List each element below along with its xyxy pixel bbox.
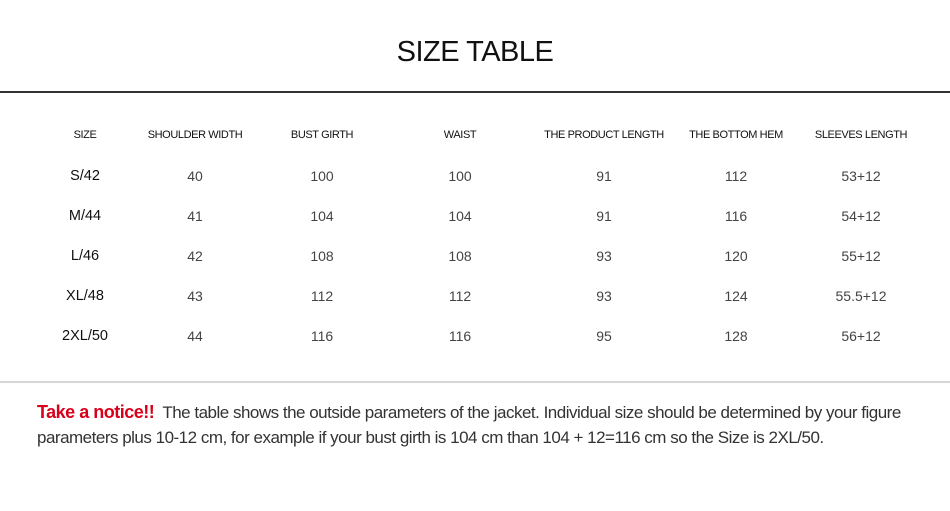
notice-text: The table shows the outside parameters o… [37, 403, 901, 447]
table-cell: 116 [724, 208, 748, 224]
table-cell: 100 [310, 168, 334, 184]
table-cell: 104 [310, 208, 334, 224]
size-label: M/44 [68, 208, 102, 224]
table-cell: 93 [596, 248, 612, 264]
table-cell: 100 [448, 168, 472, 184]
notice-label: Take a notice!! [37, 402, 155, 422]
table-cell: 44 [187, 328, 203, 344]
notice: Take a notice!! The table shows the outs… [37, 400, 947, 450]
column-header: SHOULDER WIDTH [147, 129, 243, 141]
size-label: XL/48 [66, 288, 104, 304]
table-cell: 112 [310, 288, 334, 304]
table-cell: 91 [596, 168, 612, 184]
table-cell: 112 [724, 168, 748, 184]
table-cell: 40 [187, 168, 203, 184]
divider [0, 91, 950, 93]
divider [0, 381, 950, 383]
size-label: S/42 [70, 168, 100, 184]
table-cell: 41 [187, 208, 203, 224]
column-header: SLEEVES LENGTH [814, 129, 908, 141]
table-cell: 120 [724, 248, 748, 264]
table-cell: 104 [448, 208, 472, 224]
table-cell: 108 [310, 248, 334, 264]
table-cell: 116 [448, 328, 472, 344]
table-cell: 128 [724, 328, 748, 344]
column-header: SIZE [73, 129, 97, 141]
column-header: THE BOTTOM HEM [689, 129, 783, 141]
table-cell: 55.5+12 [835, 288, 887, 304]
table-cell: 93 [596, 288, 612, 304]
table-cell: 124 [724, 288, 748, 304]
table-cell: 55+12 [841, 248, 881, 264]
table-cell: 108 [448, 248, 472, 264]
table-cell: 43 [187, 288, 203, 304]
page-title: SIZE TABLE [396, 36, 554, 68]
table-cell: 95 [596, 328, 612, 344]
table-cell: 56+12 [841, 328, 881, 344]
table-cell: 116 [310, 328, 334, 344]
table-cell: 53+12 [841, 168, 881, 184]
size-label: 2XL/50 [62, 328, 108, 344]
size-label: L/46 [70, 248, 100, 264]
table-cell: 54+12 [841, 208, 881, 224]
table-cell: 91 [596, 208, 612, 224]
column-header: THE PRODUCT LENGTH [544, 129, 664, 141]
column-header: BUST GIRTH [290, 129, 354, 141]
table-cell: 112 [448, 288, 472, 304]
table-cell: 42 [187, 248, 203, 264]
column-header: WAIST [443, 129, 477, 141]
